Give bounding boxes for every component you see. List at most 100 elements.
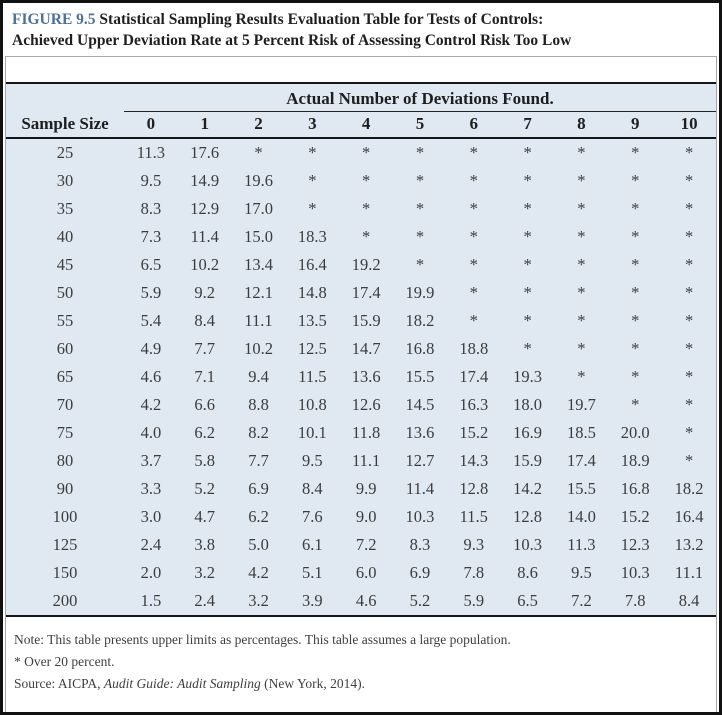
- value-cell: 17.4: [459, 367, 489, 386]
- value-cell: 3.9: [302, 591, 323, 610]
- value-cell: 12.7: [405, 451, 435, 470]
- value-cell: 19.3: [513, 367, 543, 386]
- value-cell: 9.2: [194, 283, 216, 302]
- value-cell: *: [308, 199, 317, 218]
- value-cell: *: [523, 227, 532, 246]
- value-cell: 8.6: [517, 563, 538, 582]
- table-row: 200 1.5 2.4 3.2 3.9 4.6 5.2 5.9 6.5 7.2 7.8 8.4: [6, 587, 716, 616]
- value-cell: 14.3: [459, 451, 489, 470]
- group-header-row: Actual Number of Deviations Found.: [6, 84, 716, 112]
- value-cell: 11.8: [352, 423, 381, 442]
- value-cell: *: [469, 311, 478, 330]
- value-cell: 4.7: [194, 507, 216, 526]
- value-cell: 6.0: [355, 563, 377, 582]
- value-cell: 5.8: [194, 451, 216, 470]
- value-cell: *: [415, 143, 425, 162]
- source-italic-title: Audit Guide: Audit Sampling: [103, 676, 261, 691]
- value-cell: *: [577, 143, 586, 162]
- value-cell: 13.4: [244, 255, 273, 274]
- value-cell: 9.9: [355, 479, 377, 498]
- value-cell: 2.0: [140, 563, 162, 582]
- asterisk-note: * Over 20 percent.: [14, 654, 115, 669]
- value-cell: *: [631, 255, 640, 274]
- table-row: 90 3.3 5.2 6.9 8.4 9.9 11.4 12.8 14.2 15.5 16.8 18.…: [6, 475, 716, 503]
- sample-size-cell: 75: [56, 423, 74, 442]
- value-cell: 6.9: [409, 563, 431, 582]
- value-cell: *: [631, 395, 640, 414]
- value-cell: *: [577, 339, 586, 358]
- value-cell: 12.8: [459, 479, 489, 498]
- value-cell: 3.2: [194, 563, 216, 582]
- value-cell: 7.7: [248, 451, 269, 470]
- value-cell: 12.6: [351, 395, 381, 414]
- value-cell: 9.5: [571, 563, 592, 582]
- value-cell: 12.8: [513, 507, 543, 526]
- value-cell: 11.3: [136, 143, 166, 162]
- value-cell: 1.5: [140, 591, 162, 610]
- value-cell: 9.4: [248, 367, 269, 386]
- value-cell: 8.4: [678, 591, 700, 610]
- table-row: 35 8.3 12.9 17.0 * * * * * * * *: [6, 195, 716, 223]
- value-cell: 3.8: [194, 535, 216, 554]
- sample-size-cell: 70: [56, 395, 74, 414]
- value-cell: 19.9: [405, 283, 435, 302]
- value-cell: 10.3: [513, 535, 543, 554]
- value-cell: *: [469, 171, 478, 190]
- table-row: 25 11.3 17.6 * * * * * * * * *: [6, 138, 716, 167]
- table-row: 150 2.0 3.2 4.2 5.1 6.0 6.9 7.8 8.6 9.5 10.3 11.1: [6, 559, 716, 587]
- value-cell: 18.0: [513, 395, 543, 414]
- figure-title: Statistical Sampling Results Evaluation …: [99, 11, 544, 28]
- value-cell: *: [684, 423, 694, 442]
- source-suffix: (New York, 2014).: [260, 676, 366, 691]
- column-header-row: Sample Size 0 1 2 3 4 5 6 7 8 9 10: [6, 111, 716, 139]
- value-cell: 14.5: [405, 395, 435, 414]
- figure-content-box: Actual Number of Deviations Found. Sampl…: [5, 56, 717, 712]
- source-prefix: Source: AICPA,: [14, 676, 104, 691]
- value-cell: *: [469, 227, 478, 246]
- sample-size-cell: 125: [52, 535, 78, 554]
- sample-size-cell: 50: [56, 283, 74, 302]
- value-cell: 8.2: [248, 423, 269, 442]
- value-cell: *: [362, 171, 371, 190]
- value-cell: *: [469, 199, 478, 218]
- value-cell: 14.7: [351, 339, 381, 358]
- col-header-deviation: 1: [177, 111, 232, 139]
- col-header-deviation: 8: [554, 111, 609, 139]
- value-cell: *: [523, 311, 532, 330]
- value-cell: 15.9: [513, 451, 543, 470]
- value-cell: *: [631, 367, 640, 386]
- col-header-deviation: 0: [124, 111, 178, 139]
- value-cell: 9.3: [463, 535, 485, 554]
- value-cell: 3.2: [248, 591, 269, 610]
- value-cell: 18.8: [459, 339, 489, 358]
- value-cell: 5.4: [140, 311, 162, 330]
- source-note: Source: AICPA, Audit Guide: Audit Sampli…: [14, 673, 708, 695]
- value-cell: 4.6: [140, 367, 162, 386]
- value-cell: 4.0: [140, 423, 162, 442]
- value-cell: *: [577, 311, 586, 330]
- value-cell: 16.3: [459, 395, 489, 414]
- value-cell: 18.5: [566, 423, 596, 442]
- sample-size-cell: 30: [56, 171, 74, 190]
- value-cell: 11.4: [190, 227, 219, 246]
- value-cell: *: [684, 143, 694, 162]
- value-cell: 6.5: [140, 255, 162, 274]
- value-cell: *: [362, 143, 371, 162]
- value-cell: 11.3: [567, 535, 596, 554]
- value-cell: 11.4: [405, 479, 435, 498]
- value-cell: 12.1: [244, 283, 273, 302]
- value-cell: 12.3: [620, 535, 650, 554]
- value-cell: 6.9: [248, 479, 269, 498]
- table-row: 30 9.5 14.9 19.6 * * * * * * * *: [6, 167, 716, 195]
- value-cell: *: [308, 143, 317, 162]
- group-header: Actual Number of Deviations Found.: [124, 84, 716, 112]
- sample-size-cell: 60: [56, 339, 74, 358]
- value-cell: 11.1: [352, 451, 381, 470]
- sample-size-cell: 45: [56, 255, 74, 274]
- value-cell: 16.8: [620, 479, 650, 498]
- value-cell: 10.1: [297, 423, 327, 442]
- value-cell: *: [684, 395, 694, 414]
- value-cell: 6.5: [517, 591, 538, 610]
- value-cell: *: [684, 339, 694, 358]
